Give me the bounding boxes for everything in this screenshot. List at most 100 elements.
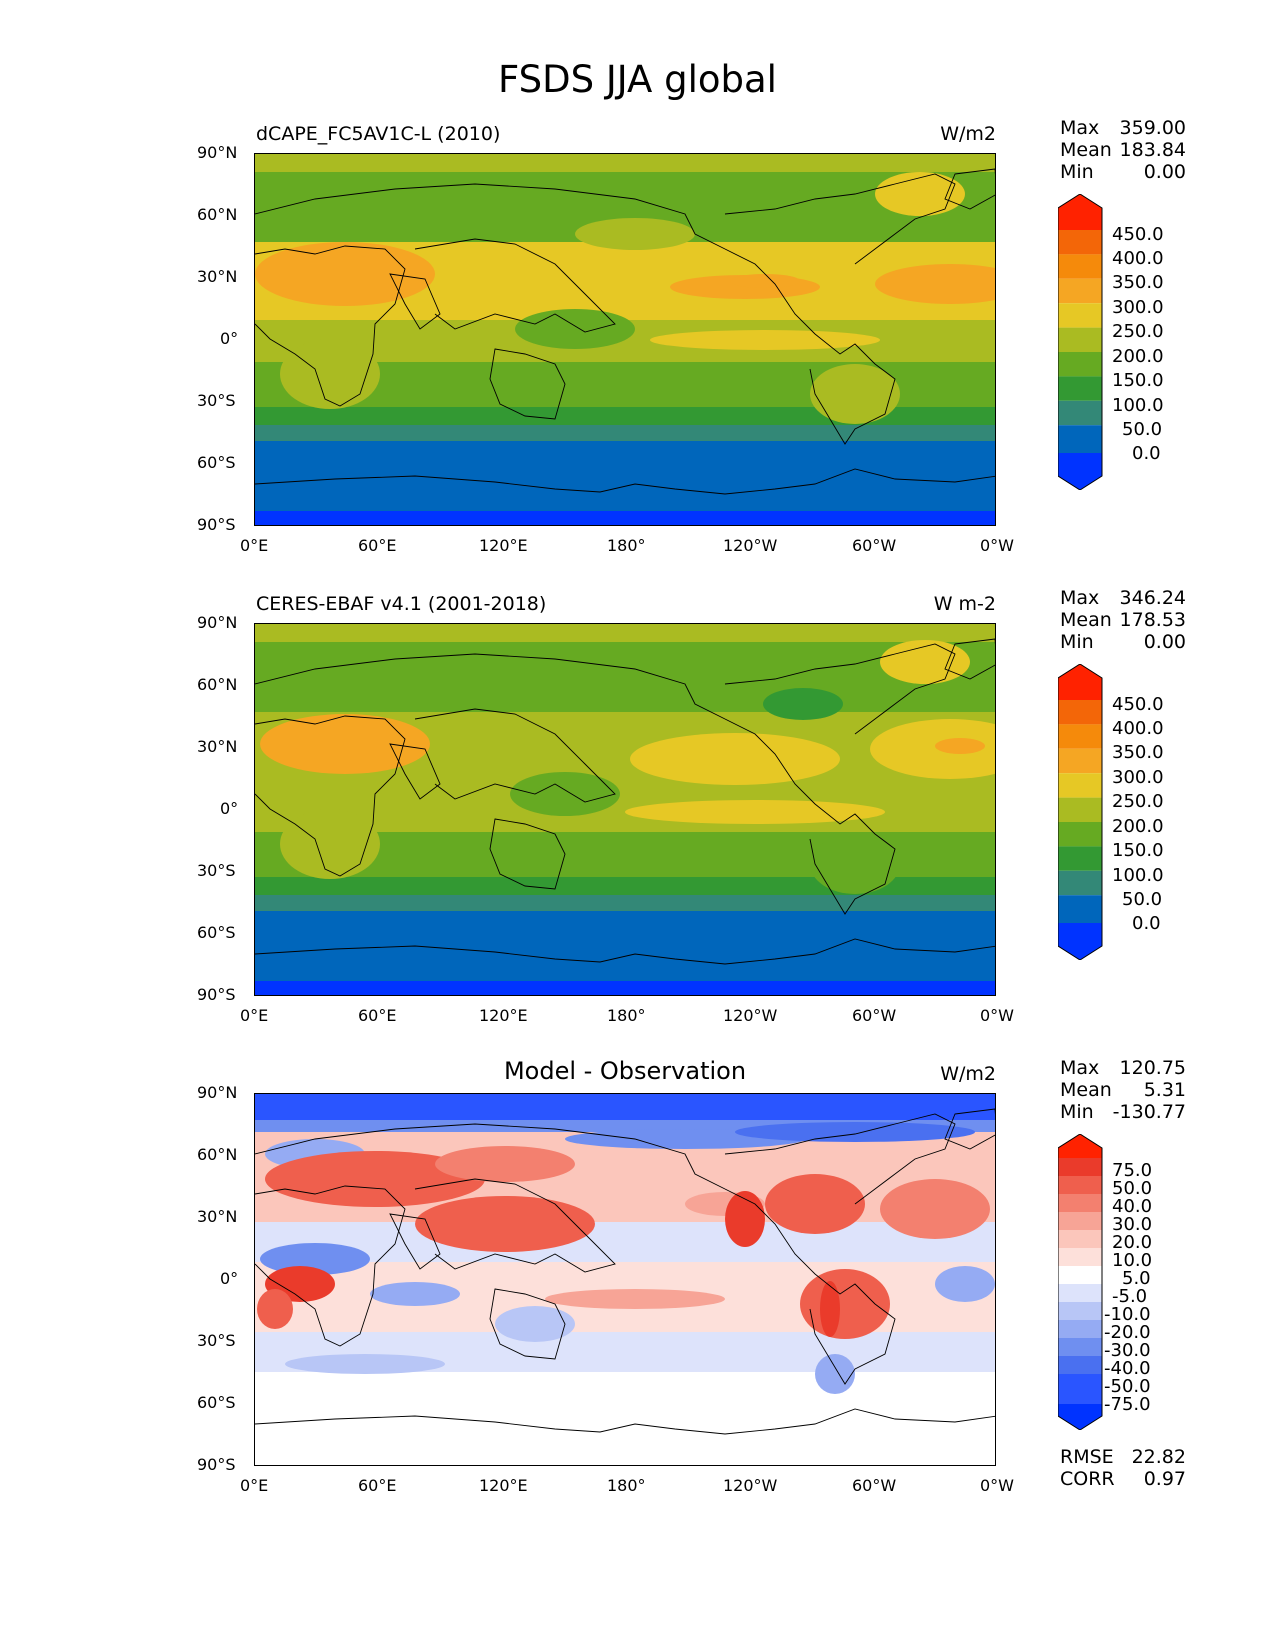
panel-2-map xyxy=(254,623,996,996)
panel-1-colorbar-label: 200.0 xyxy=(1112,346,1164,367)
stat-value: 0.00 xyxy=(1143,161,1186,183)
panel-1-lon-tick: 0°W xyxy=(980,536,1014,555)
panel-1-lon-tick: 180° xyxy=(607,536,646,555)
panel-1-lon-tick: 120°E xyxy=(479,536,528,555)
panel-1-colorbar-label: 350.0 xyxy=(1112,272,1164,293)
panel-2-colorbar-label: 0.0 xyxy=(1132,913,1161,934)
panel-2-colorbar-label: 200.0 xyxy=(1112,816,1164,837)
panel-1-lat-tick: 0° xyxy=(220,329,239,348)
panel-2-colorbar-label: 250.0 xyxy=(1112,791,1164,812)
panel-3-lon-tick: 120°E xyxy=(479,1476,528,1495)
panel-3-lon-tick: 0°W xyxy=(980,1476,1014,1495)
panel-3-colorbar-label: -50.0 xyxy=(1104,1376,1151,1397)
panel-1-lon-tick: 60°E xyxy=(358,536,397,555)
stat-label: Max xyxy=(1060,587,1100,609)
panel-2-colorbar-label: 50.0 xyxy=(1122,889,1163,910)
panel-3-colorbar-label: -5.0 xyxy=(1112,1286,1148,1307)
panel-3-map xyxy=(254,1093,996,1466)
panel-2-lat-tick: 60°N xyxy=(197,675,238,694)
panel-3-colorbar-label: 10.0 xyxy=(1112,1250,1153,1271)
panel-1-stats: Max 359.00 Mean 183.84 Min 0.00 xyxy=(1060,117,1186,183)
stat-label: Min xyxy=(1060,161,1094,183)
stat-label: Min xyxy=(1060,631,1094,653)
panel-3-colorbar-label: 20.0 xyxy=(1112,1232,1153,1253)
panel-1-lat-tick: 60°S xyxy=(197,453,236,472)
panel-1-map xyxy=(254,153,996,526)
panel-3-lon-tick: 0°E xyxy=(240,1476,269,1495)
panel-1-lat-tick: 90°S xyxy=(197,515,236,534)
panel-3-colorbar-label: -75.0 xyxy=(1104,1394,1151,1415)
panel-2-colorbar-label: 150.0 xyxy=(1112,840,1164,861)
stat-value: 359.00 xyxy=(1119,117,1186,139)
panel-3-lat-tick: 90°S xyxy=(197,1455,236,1474)
panel-3-lat-tick: 30°S xyxy=(197,1331,236,1350)
panel-2-colorbar-label: 400.0 xyxy=(1112,718,1164,739)
stat-value: -130.77 xyxy=(1112,1101,1186,1123)
panel-1-colorbar-label: 300.0 xyxy=(1112,297,1164,318)
panel-2-colorbar-label: 350.0 xyxy=(1112,742,1164,763)
stat-label: Mean xyxy=(1060,609,1112,631)
stat-label: Mean xyxy=(1060,139,1112,161)
panel-3-colorbar-label: 50.0 xyxy=(1112,1178,1153,1199)
panel-1-colorbar-label: 450.0 xyxy=(1112,224,1164,245)
panel-1-lat-tick: 90°N xyxy=(197,143,238,162)
stat-value: 183.84 xyxy=(1119,139,1186,161)
panel-1-lon-tick: 120°W xyxy=(723,536,778,555)
panel-2-units: W m-2 xyxy=(933,593,996,615)
panel-3-lon-tick: 120°W xyxy=(723,1476,778,1495)
stat-label: CORR xyxy=(1060,1468,1115,1490)
panel-3-lat-tick: 90°N xyxy=(197,1083,238,1102)
panel-3-colorbar-label: -20.0 xyxy=(1104,1322,1151,1343)
panel-2-lat-tick: 60°S xyxy=(197,923,236,942)
panel-2-colorbar xyxy=(1058,664,1106,960)
panel-3-colorbar-label: -30.0 xyxy=(1104,1340,1151,1361)
panel-1-lat-tick: 30°N xyxy=(197,267,238,286)
panel-2-lon-tick: 60°W xyxy=(852,1006,897,1025)
panel-3-colorbar-label: 75.0 xyxy=(1112,1160,1153,1181)
figure-title: FSDS JJA global xyxy=(498,58,777,101)
panel-2-lat-tick: 30°N xyxy=(197,737,238,756)
panel-2-lon-tick: 120°E xyxy=(479,1006,528,1025)
panel-2-lat-tick: 0° xyxy=(220,799,239,818)
panel-1-colorbar-label: 50.0 xyxy=(1122,419,1163,440)
stat-label: Max xyxy=(1060,117,1100,139)
panel-3-lat-tick: 30°N xyxy=(197,1207,238,1226)
stat-label: Min xyxy=(1060,1101,1094,1123)
panel-3-lat-tick: 60°S xyxy=(197,1393,236,1412)
panel-2-stats: Max 346.24 Mean 178.53 Min 0.00 xyxy=(1060,587,1186,653)
panel-1-colorbar xyxy=(1058,194,1106,490)
panel-2-lon-tick: 120°W xyxy=(723,1006,778,1025)
stat-value: 0.00 xyxy=(1143,631,1186,653)
panel-2-colorbar-label: 100.0 xyxy=(1112,865,1164,886)
panel-3-footer-stats: RMSE 22.82 CORR 0.97 xyxy=(1060,1446,1186,1490)
stat-value: 178.53 xyxy=(1119,609,1186,631)
panel-2-lat-tick: 90°N xyxy=(197,613,238,632)
stat-value: 346.24 xyxy=(1119,587,1186,609)
panel-3-stats: Max 120.75 Mean 5.31 Min -130.77 xyxy=(1060,1057,1186,1123)
panel-1-colorbar-label: 250.0 xyxy=(1112,321,1164,342)
stat-label: RMSE xyxy=(1060,1446,1114,1468)
panel-2-lat-tick: 30°S xyxy=(197,861,236,880)
panel-3-colorbar xyxy=(1058,1134,1106,1430)
panel-3-colorbar-label: 5.0 xyxy=(1122,1268,1151,1289)
panel-2-colorbar-label: 300.0 xyxy=(1112,767,1164,788)
panel-2-title: CERES-EBAF v4.1 (2001-2018) xyxy=(256,593,547,615)
panel-1-colorbar-label: 150.0 xyxy=(1112,370,1164,391)
panel-3-colorbar-label: 40.0 xyxy=(1112,1196,1153,1217)
panel-2-lon-tick: 0°W xyxy=(980,1006,1014,1025)
panel-3-lon-tick: 60°W xyxy=(852,1476,897,1495)
stat-value: 120.75 xyxy=(1119,1057,1186,1079)
panel-1-lon-tick: 0°E xyxy=(240,536,269,555)
stat-label: Max xyxy=(1060,1057,1100,1079)
panel-3-title: Model - Observation xyxy=(503,1057,747,1085)
panel-2-colorbar-label: 450.0 xyxy=(1112,694,1164,715)
panel-2-lon-tick: 180° xyxy=(607,1006,646,1025)
panel-2-lon-tick: 0°E xyxy=(240,1006,269,1025)
panel-3-lat-tick: 0° xyxy=(220,1269,239,1288)
panel-1-colorbar-label: 400.0 xyxy=(1112,248,1164,269)
panel-3-colorbar-label: -40.0 xyxy=(1104,1358,1151,1379)
panel-1-lon-tick: 60°W xyxy=(852,536,897,555)
panel-2-lat-tick: 90°S xyxy=(197,985,236,1004)
panel-3-colorbar-label: -10.0 xyxy=(1104,1304,1151,1325)
panel-1-units: W/m2 xyxy=(940,123,996,145)
